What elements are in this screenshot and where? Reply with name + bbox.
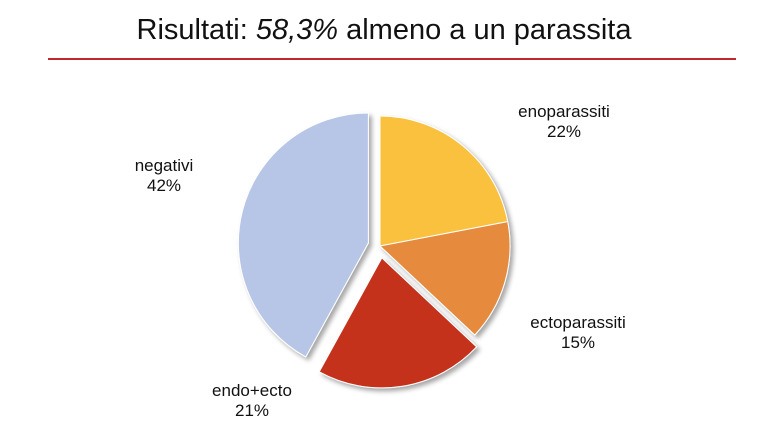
slice-label-ectoparassiti: ectoparassiti 15% [518,313,638,353]
slice-value-ectoparassiti: 15% [560,333,596,352]
title-highlight: 58,3% [255,14,339,46]
title-prefix: Risultati: [136,14,256,46]
slice-name-negativi: negativi [134,156,194,175]
title-rule [48,58,736,60]
pie-slice-negativi [237,112,369,358]
slice-label-negativi: negativi 42% [122,156,206,196]
slice-value-negativi: 42% [146,176,182,195]
title-suffix: almeno a un parassita [338,14,632,46]
slice-value-endo-ecto: 21% [234,401,270,420]
slice-name-ectoparassiti: ectoparassiti [530,313,626,332]
pie-slice-enoparassiti [379,115,509,247]
slice-value-enoparassiti: 22% [546,122,582,141]
slice-label-enoparassiti: enoparassiti 22% [506,102,622,142]
slice-name-endo-ecto: endo+ecto [212,381,292,400]
slide-title: Risultati: 58,3% almeno a un parassita [0,14,768,47]
slice-label-endo-ecto: endo+ecto 21% [196,381,308,421]
pie-slice-ectoparassiti [378,221,511,336]
slice-name-enoparassiti: enoparassiti [518,102,610,121]
pie-slice-endo-ecto [318,257,478,389]
